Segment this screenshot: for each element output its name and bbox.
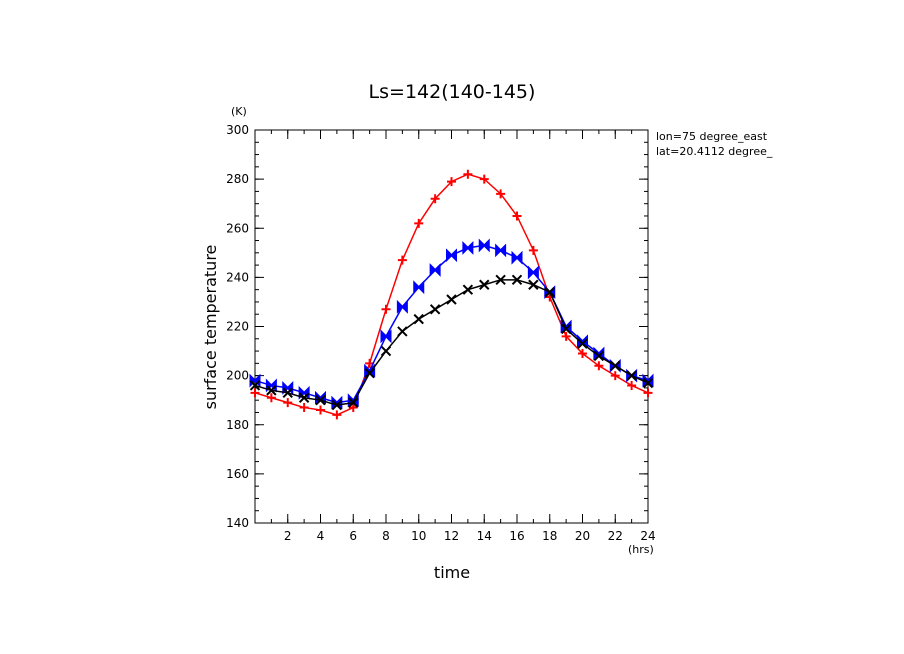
axes: 2 4 6 8 10 12 14 16 18 20 22 2414016018020022024026…	[226, 123, 656, 543]
data-point	[561, 331, 571, 341]
data-point	[512, 211, 522, 221]
data-point	[495, 243, 507, 258]
data-point	[462, 284, 474, 295]
data-point	[544, 286, 555, 298]
x-tick-label: 12	[444, 529, 459, 543]
y-axis-title: surface temperature	[201, 245, 220, 410]
data-point	[413, 313, 424, 325]
data-point	[429, 304, 441, 315]
data-point	[397, 255, 407, 265]
series-line	[254, 173, 649, 416]
data-point	[413, 280, 425, 295]
chart-title: Ls=142(140-145)	[369, 81, 536, 103]
data-point	[463, 169, 473, 179]
data-point	[495, 274, 506, 286]
x-tick-label: 6	[349, 529, 357, 543]
data-point	[627, 380, 637, 390]
annotation-lat: lat=20.4112 degree_	[656, 145, 773, 158]
x-tick-label: 24	[640, 529, 655, 543]
plot-frame	[254, 129, 649, 524]
x-tick-label: 18	[542, 529, 557, 543]
data-point	[396, 299, 408, 314]
x-unit-label: (hrs)	[628, 543, 654, 556]
y-tick-label: 300	[226, 123, 249, 137]
data-point	[414, 218, 424, 228]
series-line	[254, 244, 649, 404]
data-point	[250, 388, 260, 398]
data-point	[348, 403, 358, 413]
y-tick-label: 260	[226, 221, 249, 235]
x-tick-label: 16	[509, 529, 524, 543]
data-point	[364, 367, 375, 379]
data-point	[478, 238, 490, 253]
series-0	[250, 169, 653, 420]
data-point	[298, 392, 310, 403]
data-point	[528, 245, 538, 255]
y-tick-label: 220	[226, 320, 249, 334]
data-point	[593, 350, 605, 362]
data-point	[316, 405, 325, 415]
series-1	[249, 238, 654, 410]
data-point	[527, 265, 539, 280]
data-point	[266, 385, 277, 396]
y-tick-label: 160	[226, 467, 249, 481]
y-tick-label: 200	[226, 369, 249, 383]
series-2	[249, 274, 654, 411]
data-point	[479, 279, 490, 290]
data-point	[381, 304, 391, 314]
data-point	[643, 388, 653, 398]
x-tick-label: 10	[411, 529, 426, 543]
data-point	[446, 294, 457, 305]
y-tick-label: 180	[226, 418, 249, 432]
data-point	[610, 360, 621, 372]
data-point	[594, 361, 604, 371]
x-axis-title: time	[434, 563, 470, 582]
data-point	[249, 380, 261, 391]
data-point	[299, 403, 309, 413]
data-point	[380, 345, 392, 357]
data-point	[578, 349, 587, 359]
data-point	[496, 189, 506, 199]
data-point	[430, 194, 440, 204]
data-point	[610, 371, 620, 381]
x-tick-label: 20	[575, 529, 590, 543]
data-point	[331, 399, 343, 411]
y-tick-label: 280	[226, 172, 249, 186]
data-point	[560, 323, 572, 335]
data-point	[511, 250, 523, 265]
data-point	[642, 377, 654, 389]
data-point	[397, 326, 408, 337]
x-tick-label: 22	[608, 529, 623, 543]
data-point	[282, 387, 293, 399]
x-tick-label: 8	[382, 529, 390, 543]
x-tick-label: 2	[284, 529, 292, 543]
y-tick-label: 140	[226, 516, 249, 530]
data-point	[380, 329, 392, 344]
data-point	[446, 248, 457, 263]
data-point	[626, 370, 637, 381]
data-point	[315, 394, 326, 406]
data-point	[528, 279, 539, 290]
series-layer	[249, 169, 654, 420]
data-point	[266, 393, 276, 403]
data-point	[332, 410, 342, 420]
data-point	[511, 274, 523, 286]
y-tick-label: 240	[226, 270, 249, 284]
y-unit-label: (K)	[231, 105, 247, 118]
data-point	[429, 263, 441, 277]
data-point	[283, 398, 293, 408]
data-point	[577, 338, 588, 349]
x-tick-label: 4	[317, 529, 325, 543]
annotation-lon: lon=75 degree_east	[656, 130, 768, 143]
data-point	[447, 177, 456, 187]
data-point	[479, 174, 489, 184]
data-point	[462, 240, 474, 255]
x-tick-label: 14	[477, 529, 492, 543]
data-point	[348, 397, 359, 408]
